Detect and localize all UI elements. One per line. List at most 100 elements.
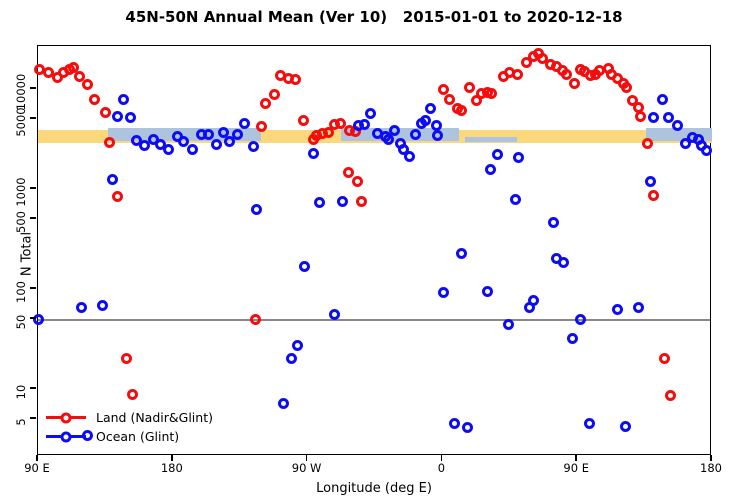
data-point-ocean bbox=[365, 107, 376, 119]
data-point-ocean bbox=[456, 248, 468, 260]
data-point-land bbox=[568, 77, 580, 89]
data-point-ocean bbox=[336, 195, 348, 207]
data-point-land bbox=[335, 117, 347, 129]
data-point-ocean bbox=[528, 295, 540, 307]
data-point-ocean bbox=[438, 286, 450, 298]
data-point-ocean bbox=[409, 128, 421, 140]
data-point-ocean bbox=[329, 308, 341, 320]
data-point-ocean bbox=[567, 333, 579, 345]
data-point-ocean bbox=[291, 340, 303, 352]
x-tick-mark bbox=[440, 455, 443, 461]
data-point-land bbox=[323, 126, 335, 138]
data-point-land bbox=[89, 93, 101, 105]
data-point-ocean bbox=[218, 126, 230, 138]
data-point-ocean bbox=[502, 319, 514, 331]
data-point-ocean bbox=[663, 111, 675, 123]
data-point-land bbox=[561, 68, 573, 80]
data-point-ocean bbox=[484, 163, 496, 175]
data-point-ocean bbox=[203, 128, 215, 140]
data-point-land bbox=[444, 93, 456, 105]
data-point-land bbox=[356, 195, 368, 207]
data-point-ocean bbox=[231, 128, 243, 140]
data-point-ocean bbox=[251, 203, 263, 215]
data-point-land bbox=[438, 83, 450, 95]
data-point-ocean bbox=[75, 302, 87, 314]
x-tick-label: 180 bbox=[160, 461, 183, 475]
data-point-land bbox=[81, 78, 93, 90]
data-point-ocean bbox=[657, 93, 669, 105]
y-tick-mark bbox=[30, 187, 36, 189]
data-point-ocean bbox=[32, 313, 44, 325]
data-point-ocean bbox=[210, 138, 222, 150]
data-point-land bbox=[255, 120, 267, 132]
data-point-ocean bbox=[583, 418, 595, 430]
data-point-ocean bbox=[107, 173, 119, 185]
data-point-land bbox=[104, 136, 116, 148]
plot-area: Land (Nadir&Glint) Ocean (Glint) bbox=[32, 45, 712, 455]
data-point-ocean bbox=[359, 118, 370, 130]
data-point-land bbox=[68, 61, 80, 73]
data-point-land bbox=[634, 110, 646, 122]
data-point-ocean bbox=[672, 119, 684, 131]
x-tick-mark bbox=[305, 455, 308, 461]
y-tick-mark bbox=[30, 117, 36, 119]
legend-line-marker-icon bbox=[46, 412, 86, 423]
data-point-land bbox=[511, 68, 523, 80]
data-point-ocean bbox=[314, 196, 326, 208]
data-point-ocean bbox=[403, 150, 415, 162]
y-tick-mark bbox=[30, 217, 36, 219]
data-point-ocean bbox=[96, 300, 108, 312]
data-point-ocean bbox=[177, 135, 189, 147]
x-tick-label: 90 E bbox=[563, 461, 589, 475]
data-point-ocean bbox=[448, 418, 460, 430]
data-point-land bbox=[621, 82, 633, 94]
data-point-ocean bbox=[162, 143, 174, 155]
data-point-land bbox=[627, 94, 639, 106]
data-point-ocean bbox=[481, 285, 493, 297]
data-point-land bbox=[351, 176, 363, 188]
data-point-ocean bbox=[388, 124, 400, 136]
x-tick-label: 0 bbox=[437, 461, 446, 475]
data-point-ocean bbox=[492, 148, 504, 160]
x-tick-mark bbox=[710, 455, 712, 461]
data-point-ocean bbox=[382, 133, 394, 145]
y-tick-mark bbox=[30, 417, 36, 419]
reference-line-50 bbox=[38, 319, 710, 321]
reference-band-blue-segment bbox=[340, 127, 459, 141]
legend-label: Land (Nadir&Glint) bbox=[96, 410, 213, 425]
x-axis-label: Longitude (deg E) bbox=[316, 481, 432, 496]
data-point-land bbox=[456, 104, 468, 116]
data-point-land bbox=[463, 81, 475, 93]
data-point-ocean bbox=[619, 421, 631, 433]
data-point-land bbox=[74, 70, 86, 82]
data-point-ocean bbox=[513, 151, 525, 163]
data-point-ocean bbox=[117, 93, 129, 105]
data-point-ocean bbox=[285, 353, 297, 365]
legend-entry-ocean: Ocean (Glint) bbox=[46, 427, 213, 446]
reference-band-blue-segment bbox=[464, 136, 518, 142]
data-point-land bbox=[290, 73, 302, 85]
legend: Land (Nadir&Glint) Ocean (Glint) bbox=[46, 408, 213, 446]
data-point-land bbox=[111, 190, 123, 202]
data-point-ocean bbox=[125, 111, 137, 123]
data-point-ocean bbox=[679, 137, 691, 149]
data-point-ocean bbox=[248, 140, 260, 152]
data-point-ocean bbox=[462, 422, 474, 434]
data-point-ocean bbox=[510, 194, 522, 206]
data-point-ocean bbox=[558, 256, 570, 268]
data-point-ocean bbox=[645, 175, 657, 187]
data-point-ocean bbox=[424, 102, 436, 114]
data-point-ocean bbox=[299, 260, 311, 272]
data-point-ocean bbox=[397, 143, 409, 155]
data-point-ocean bbox=[278, 397, 290, 409]
data-point-land bbox=[126, 388, 138, 400]
data-point-ocean bbox=[138, 139, 150, 151]
data-point-ocean bbox=[420, 114, 432, 126]
data-point-ocean bbox=[633, 301, 645, 313]
data-point-land bbox=[520, 56, 532, 68]
data-point-land bbox=[99, 106, 111, 118]
data-point-ocean bbox=[432, 129, 444, 141]
legend-label: Ocean (Glint) bbox=[96, 429, 180, 444]
data-point-ocean bbox=[430, 119, 442, 131]
